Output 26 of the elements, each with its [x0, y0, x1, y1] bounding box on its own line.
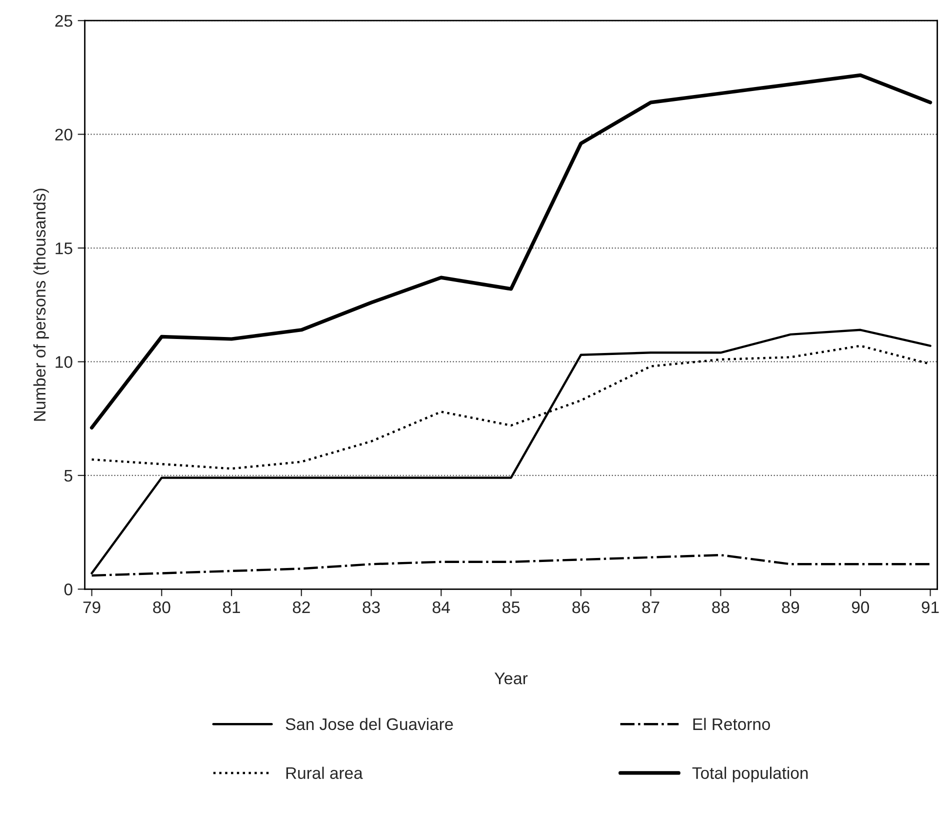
- y-axis-title: Number of persons (thousands): [33, 188, 49, 421]
- x-tick-label: 90: [852, 601, 870, 614]
- y-tick-label: 10: [56, 356, 72, 368]
- legend-label: Rural area: [286, 766, 363, 779]
- x-tick-label: 86: [572, 601, 590, 614]
- x-tick-label: 83: [362, 601, 380, 614]
- x-tick-label: 80: [153, 601, 170, 614]
- x-axis-title: Year: [494, 672, 528, 684]
- y-tick-label: 20: [55, 128, 72, 141]
- x-tick-label: 79: [83, 601, 100, 614]
- x-tick-label: 89: [782, 601, 800, 614]
- line-series: [90, 73, 932, 430]
- legend-label: Total population: [692, 766, 808, 782]
- x-tick-label: 82: [292, 601, 310, 614]
- y-tick-label: 0: [64, 584, 72, 596]
- legend-label: San Jose del Guaviare: [286, 718, 453, 730]
- y-tick-label: 5: [64, 470, 72, 482]
- x-tick-label: 84: [432, 601, 450, 614]
- legend-label: El Retorno: [693, 718, 770, 730]
- y-tick-label: 15: [56, 242, 72, 254]
- y-tick-label: 25: [55, 15, 72, 27]
- x-tick-label: 85: [502, 601, 520, 614]
- x-tick-label: 81: [222, 601, 240, 614]
- x-tick-label: 91: [922, 601, 939, 614]
- x-tick-label: 88: [712, 601, 730, 614]
- x-tick-label: 87: [642, 601, 660, 614]
